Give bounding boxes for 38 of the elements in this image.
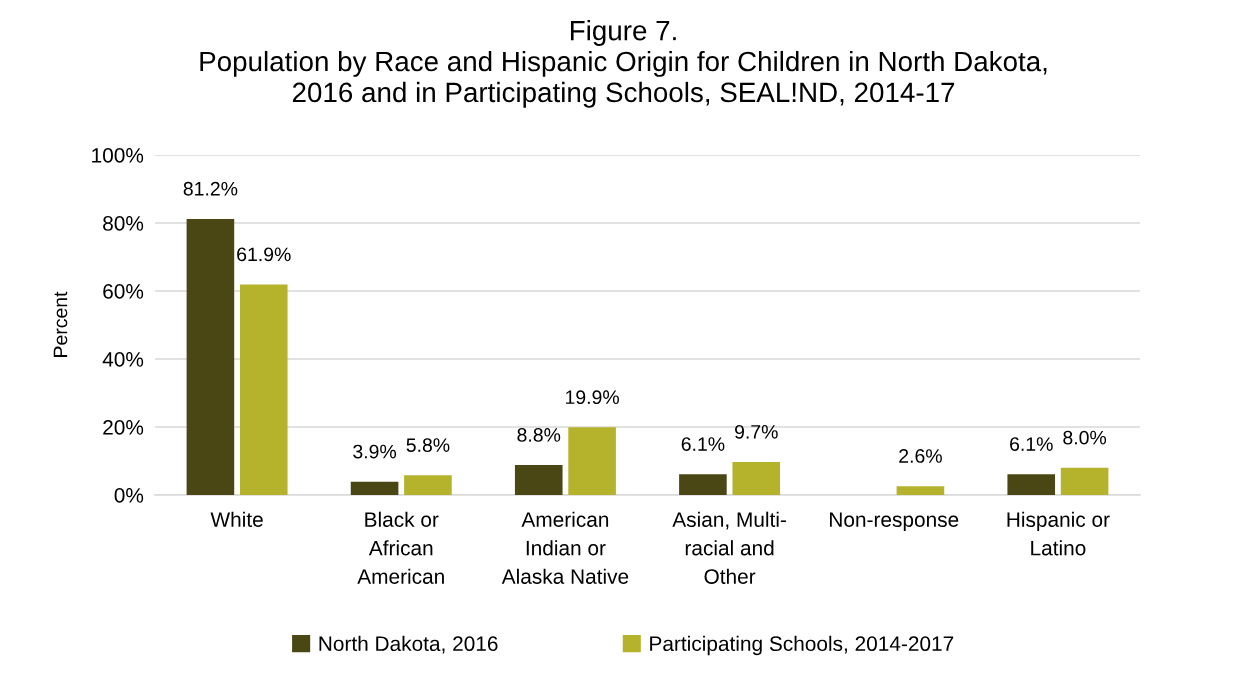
- bar: [1007, 474, 1056, 495]
- bar: [568, 427, 616, 495]
- data-label: 8.0%: [1063, 430, 1107, 445]
- y-axis-title: Percent: [53, 291, 68, 357]
- data-label: 19.9%: [566, 390, 619, 405]
- data-label: 3.9%: [353, 444, 397, 459]
- data-label: 8.8%: [517, 428, 561, 442]
- data-label: 5.8%: [406, 438, 450, 452]
- x-tick-label: White: [210, 511, 263, 527]
- x-tick-label: Asian, Multi- racial and Other: [672, 511, 786, 584]
- bar: [679, 474, 727, 495]
- data-label: 61.9%: [237, 247, 291, 262]
- y-tick-label: 60%: [103, 284, 144, 299]
- data-label: 81.2%: [183, 181, 238, 196]
- y-tick-label: 80%: [103, 216, 144, 231]
- x-tick-label: American Indian or Alaska Native: [501, 511, 629, 584]
- legend-label: Participating Schools, 2014-2017: [650, 635, 954, 656]
- y-tick-label: 20%: [103, 420, 144, 435]
- bar: [1060, 467, 1109, 495]
- legend-label: North Dakota, 2016: [319, 635, 498, 654]
- data-label: 6.1%: [681, 437, 725, 451]
- bar: [514, 465, 563, 495]
- x-tick-label: Black or African American: [357, 511, 444, 584]
- data-label: 2.6%: [899, 449, 942, 463]
- bar: [239, 284, 288, 495]
- bar: [186, 218, 235, 495]
- x-tick-label: Hispanic or Latino: [1007, 511, 1110, 556]
- bar: [350, 481, 399, 495]
- data-label: 9.7%: [735, 424, 778, 439]
- bar: [732, 462, 781, 495]
- y-tick-label: 0%: [114, 488, 144, 503]
- y-tick-label: 40%: [102, 352, 144, 367]
- x-tick-label: Non-response: [830, 512, 959, 532]
- y-tick-label: 100%: [92, 148, 144, 163]
- bar: [896, 486, 945, 495]
- chart-title: Figure 7. Population by Race and Hispanic Origin for Children in North Dakota, 2016 and in Participating Schools, SEAL!ND, 2014-17: [200, 20, 1047, 108]
- bar: [404, 475, 452, 495]
- data-label: 6.1%: [1010, 437, 1053, 451]
